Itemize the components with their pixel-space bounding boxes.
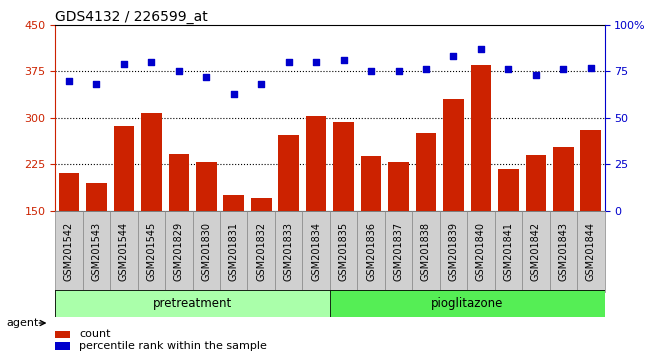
Bar	[443, 99, 463, 304]
FancyBboxPatch shape	[495, 211, 522, 292]
FancyBboxPatch shape	[220, 211, 248, 292]
FancyBboxPatch shape	[138, 211, 165, 292]
Bar	[553, 147, 573, 304]
Bar	[306, 116, 326, 304]
Point	[283, 59, 294, 65]
Text: GSM201835: GSM201835	[339, 222, 348, 281]
FancyBboxPatch shape	[55, 290, 330, 317]
Point	[174, 68, 184, 74]
Text: GSM201844: GSM201844	[586, 222, 596, 281]
Text: GSM201834: GSM201834	[311, 222, 321, 281]
Point	[558, 67, 569, 72]
Point	[64, 78, 74, 83]
Text: GSM201838: GSM201838	[421, 222, 431, 281]
Text: percentile rank within the sample: percentile rank within the sample	[79, 341, 266, 351]
FancyBboxPatch shape	[467, 211, 495, 292]
Bar	[86, 183, 107, 304]
Text: GSM201837: GSM201837	[393, 222, 404, 281]
Bar	[416, 132, 436, 304]
Point	[146, 59, 157, 65]
Text: GSM201831: GSM201831	[229, 222, 239, 281]
Text: GSM201841: GSM201841	[503, 222, 514, 281]
Text: agent: agent	[6, 318, 39, 328]
FancyBboxPatch shape	[385, 211, 412, 292]
Point	[421, 67, 431, 72]
Text: GSM201842: GSM201842	[531, 222, 541, 281]
Bar	[333, 122, 354, 304]
Bar	[580, 130, 601, 304]
Bar	[196, 162, 216, 304]
Bar	[498, 169, 519, 304]
Text: GSM201836: GSM201836	[366, 222, 376, 281]
FancyBboxPatch shape	[358, 211, 385, 292]
Text: GSM201544: GSM201544	[119, 222, 129, 281]
FancyBboxPatch shape	[83, 211, 110, 292]
FancyBboxPatch shape	[550, 211, 577, 292]
Point	[119, 61, 129, 67]
Text: GSM201839: GSM201839	[448, 222, 458, 281]
Text: GSM201542: GSM201542	[64, 222, 74, 281]
FancyBboxPatch shape	[330, 290, 604, 317]
Bar	[388, 162, 409, 304]
Text: GSM201840: GSM201840	[476, 222, 486, 281]
FancyBboxPatch shape	[330, 211, 358, 292]
Point	[366, 68, 376, 74]
Bar	[471, 65, 491, 304]
Bar	[251, 198, 272, 304]
Text: GSM201829: GSM201829	[174, 222, 184, 281]
Bar	[114, 126, 134, 304]
Bar	[55, 331, 70, 338]
Point	[503, 67, 514, 72]
Text: GSM201832: GSM201832	[256, 222, 266, 281]
Point	[448, 53, 459, 59]
Point	[311, 59, 321, 65]
Text: count: count	[79, 330, 110, 339]
Point	[229, 91, 239, 96]
FancyBboxPatch shape	[577, 211, 605, 292]
Text: GSM201843: GSM201843	[558, 222, 568, 281]
Text: GSM201545: GSM201545	[146, 222, 157, 281]
Point	[586, 65, 596, 70]
Point	[530, 72, 541, 78]
FancyBboxPatch shape	[248, 211, 275, 292]
FancyBboxPatch shape	[165, 211, 192, 292]
FancyBboxPatch shape	[111, 211, 138, 292]
Bar	[55, 342, 70, 350]
Bar	[278, 135, 299, 304]
Text: pretreatment: pretreatment	[153, 297, 232, 310]
Text: GSM201830: GSM201830	[202, 222, 211, 281]
Point	[91, 81, 101, 87]
Bar	[141, 113, 162, 304]
Point	[256, 81, 266, 87]
FancyBboxPatch shape	[439, 211, 467, 292]
Bar	[526, 155, 546, 304]
Bar	[168, 154, 189, 304]
Bar	[58, 173, 79, 304]
Point	[476, 46, 486, 52]
FancyBboxPatch shape	[412, 211, 439, 292]
Bar	[361, 156, 382, 304]
FancyBboxPatch shape	[522, 211, 550, 292]
Text: GSM201543: GSM201543	[92, 222, 101, 281]
Point	[393, 68, 404, 74]
FancyBboxPatch shape	[192, 211, 220, 292]
FancyBboxPatch shape	[55, 211, 83, 292]
Text: pioglitazone: pioglitazone	[431, 297, 503, 310]
FancyBboxPatch shape	[275, 211, 302, 292]
Point	[201, 74, 211, 80]
Point	[339, 57, 349, 63]
FancyBboxPatch shape	[302, 211, 330, 292]
Text: GDS4132 / 226599_at: GDS4132 / 226599_at	[55, 10, 208, 24]
Bar	[224, 195, 244, 304]
Text: GSM201833: GSM201833	[283, 222, 294, 281]
